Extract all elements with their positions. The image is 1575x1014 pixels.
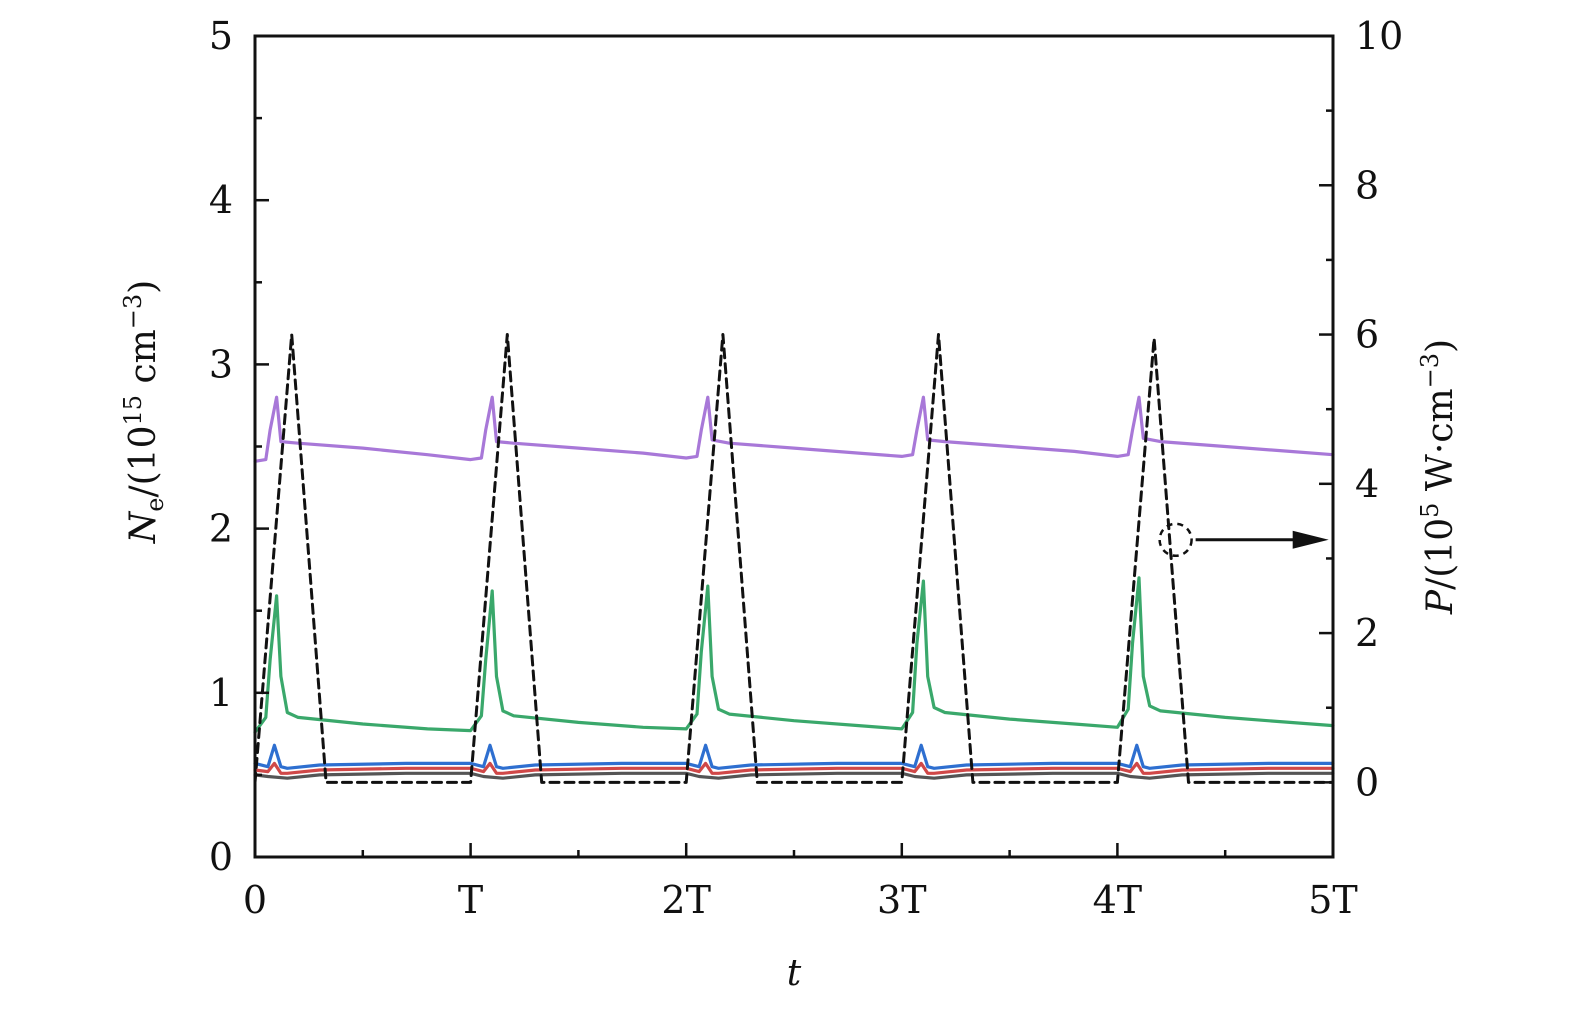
annotation-arrow-head xyxy=(1292,530,1329,549)
y-right-tick-label: 4 xyxy=(1355,462,1379,506)
y-left-tick-label: 5 xyxy=(209,14,233,58)
y-right-axis-title: P/(105 W·cm−3) xyxy=(1416,339,1461,615)
y-left-axis-title: Ne/(1015 cm−3) xyxy=(119,280,169,544)
y-left-tick-label: 1 xyxy=(209,671,233,715)
x-tick-label: 5T xyxy=(1308,878,1358,922)
x-tick-label: T xyxy=(458,878,483,922)
series-line-5 xyxy=(253,771,1335,780)
y-right-tick-label: 6 xyxy=(1355,313,1379,357)
x-tick-label: 4T xyxy=(1093,878,1143,922)
ticks-layer: 0 T 2T 3T 4T 5T 0 1 2 3 4 5 0 2 4 6 8 10 xyxy=(209,14,1404,922)
y-right-tick-label: 10 xyxy=(1355,14,1403,58)
y-right-tick-label: 2 xyxy=(1355,611,1379,655)
annotation-circle xyxy=(1158,522,1193,558)
x-tick-label: 3T xyxy=(877,878,927,922)
y-left-tick-label: 0 xyxy=(209,835,233,879)
series-line-6 xyxy=(253,333,1335,784)
series-line-2 xyxy=(253,576,1335,734)
series-line-3 xyxy=(253,743,1335,770)
series-line-1 xyxy=(253,395,1335,463)
y-left-tick-label: 4 xyxy=(209,178,233,222)
y-left-tick-label: 3 xyxy=(209,342,233,386)
x-tick-label: 2T xyxy=(661,878,711,922)
annotation-layer xyxy=(1158,522,1329,558)
series-line-4 xyxy=(253,761,1335,775)
x-axis-title: t xyxy=(787,953,802,994)
y-right-tick-label: 8 xyxy=(1355,163,1379,207)
series-layer xyxy=(253,333,1335,784)
y-right-tick-label: 0 xyxy=(1355,760,1379,804)
x-tick-label: 0 xyxy=(243,878,267,922)
y-left-tick-label: 2 xyxy=(209,507,233,551)
